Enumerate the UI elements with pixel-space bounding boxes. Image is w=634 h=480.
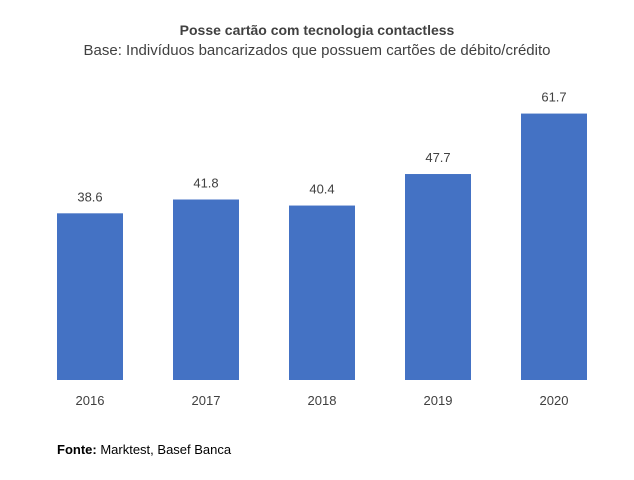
source-note: Fonte: Marktest, Basef Banca (57, 442, 231, 457)
source-label: Fonte: (57, 442, 97, 457)
x-tick-label-2019: 2019 (424, 393, 453, 408)
data-label-2019: 47.7 (425, 150, 450, 165)
x-tick-label-2016: 2016 (76, 393, 105, 408)
source-text: Marktest, Basef Banca (96, 442, 232, 457)
bar-2020 (521, 113, 587, 381)
chart-subtitle: Base: Indivíduos bancarizados que possue… (83, 42, 551, 59)
x-tick-label-2018: 2018 (308, 393, 337, 408)
bar-2019 (405, 174, 471, 380)
bar-2018 (289, 205, 355, 380)
data-label-2018: 40.4 (309, 182, 334, 197)
data-label-2020: 61.7 (541, 90, 566, 105)
chart-title: Posse cartão com tecnologia contactless (179, 22, 455, 38)
bar-2016 (57, 213, 123, 380)
data-label-2016: 38.6 (77, 189, 102, 204)
x-tick-label-2020: 2020 (540, 393, 569, 408)
bar-2017 (173, 199, 239, 380)
data-label-2017: 41.8 (193, 176, 218, 191)
x-tick-label-2017: 2017 (192, 393, 221, 408)
